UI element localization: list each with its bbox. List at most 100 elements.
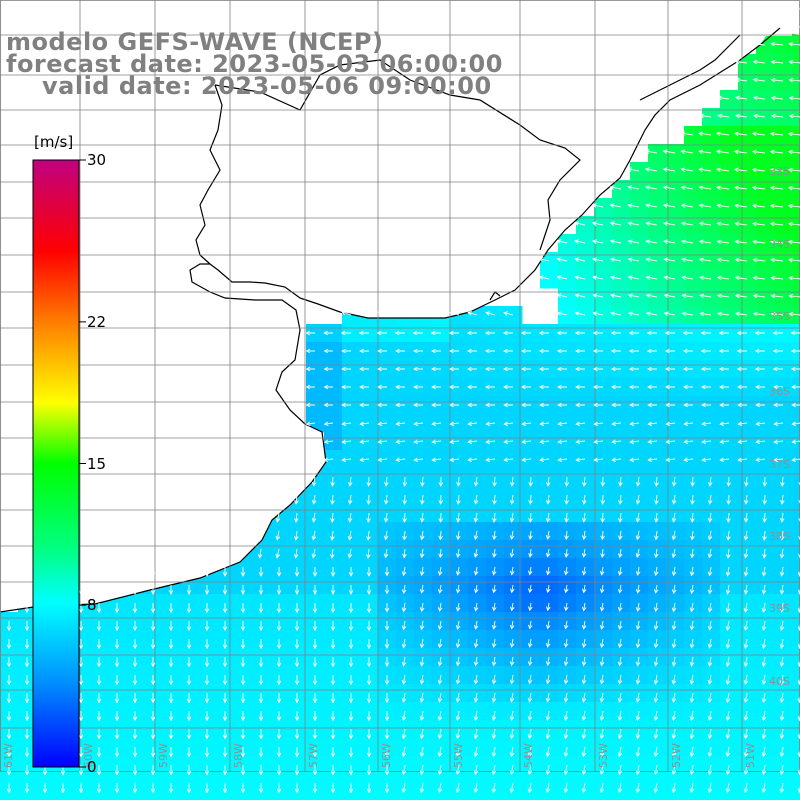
field-cell [756,198,775,217]
wind-arrow [276,603,282,614]
wind-arrow [401,728,407,740]
field-cell [702,126,721,145]
wind-arrow [413,402,423,408]
field-cell [684,378,703,397]
wind-arrow [402,512,407,523]
field-cell [468,450,487,469]
field-cell [774,234,793,253]
wind-arrow [413,310,424,316]
wind-arrow [635,710,641,722]
wind-arrow [707,584,713,595]
wind-arrow [653,764,659,776]
wind-arrow [556,348,567,354]
wind-arrow [437,656,443,667]
wind-arrow [563,782,569,794]
wind-arrow [467,384,477,390]
wind-arrow [527,674,533,685]
wind-arrow [671,656,677,667]
wind-arrow [348,603,354,614]
wind-arrow [347,494,353,505]
wind-arrow [646,348,657,354]
wind-arrow [185,530,191,541]
field-cell [720,306,739,325]
wind-arrow [222,585,228,595]
wind-arrow [419,692,425,703]
wind-arrow [78,783,84,794]
wind-arrow [761,746,767,758]
wind-arrow [733,131,748,137]
wind-arrow [186,747,192,758]
field-cell [666,432,685,451]
wind-arrow [114,639,120,650]
wind-arrow [114,711,120,722]
field-cell [342,396,361,415]
wind-arrow [437,584,443,594]
field-cell [504,324,523,343]
wind-arrow [132,729,138,740]
wind-arrow [779,584,785,595]
wind-arrow [258,711,264,722]
wind-arrow [592,348,603,354]
wind-arrow [635,476,641,487]
wind-arrow [204,548,209,559]
field-cell [468,378,487,397]
wind-arrow [593,402,603,408]
wind-arrow [770,275,784,281]
wind-arrow [754,366,765,372]
field-cell [648,252,667,271]
wind-arrow [725,674,731,686]
wind-arrow [700,366,711,372]
field-cell [720,288,739,307]
wind-arrow [420,476,425,487]
field-cell [576,234,595,253]
field-cell [504,342,523,361]
wind-arrow [671,494,677,505]
wind-arrow [341,310,352,316]
field-cell [630,450,649,469]
wind-arrow [221,494,227,505]
wind-arrow [689,638,695,649]
field-cell [774,270,793,289]
wind-arrow [276,639,282,650]
wind-arrow [419,728,425,740]
wind-arrow [449,311,460,316]
wind-arrow [401,584,407,595]
field-cell [630,180,649,199]
wind-arrow [341,421,352,427]
wind-arrow [599,638,605,649]
wind-arrow [644,167,658,172]
wind-arrow [305,384,315,390]
field-cell [774,108,793,127]
wind-arrow [645,185,658,190]
longitude-label: 58W [232,743,245,768]
wind-arrow [509,782,515,794]
wind-arrow [635,692,641,703]
wind-arrow [312,765,318,776]
wind-arrow [186,657,192,668]
field-cell [576,378,595,397]
wind-arrow [539,366,549,372]
field-cell [684,216,703,235]
field-cell [522,432,541,451]
field-cell [792,180,800,199]
field-cell [774,90,793,109]
wind-arrow [527,782,533,794]
wind-arrow [683,384,693,390]
field-cell [342,342,361,361]
wind-arrow [635,584,641,594]
wind-arrow [150,567,156,577]
wind-arrow [491,620,497,630]
wind-arrow [663,311,676,317]
wind-arrow [690,512,695,523]
wind-arrow [96,639,102,650]
wind-arrow [681,311,694,317]
wind-arrow [204,711,210,722]
wind-arrow [276,657,282,668]
wind-arrow [312,747,318,758]
field-cell [540,378,559,397]
wind-arrow [581,620,587,630]
field-cell [396,792,415,800]
wind-arrow [592,366,603,372]
wind-arrow [773,421,784,427]
wind-arrow [689,656,695,667]
